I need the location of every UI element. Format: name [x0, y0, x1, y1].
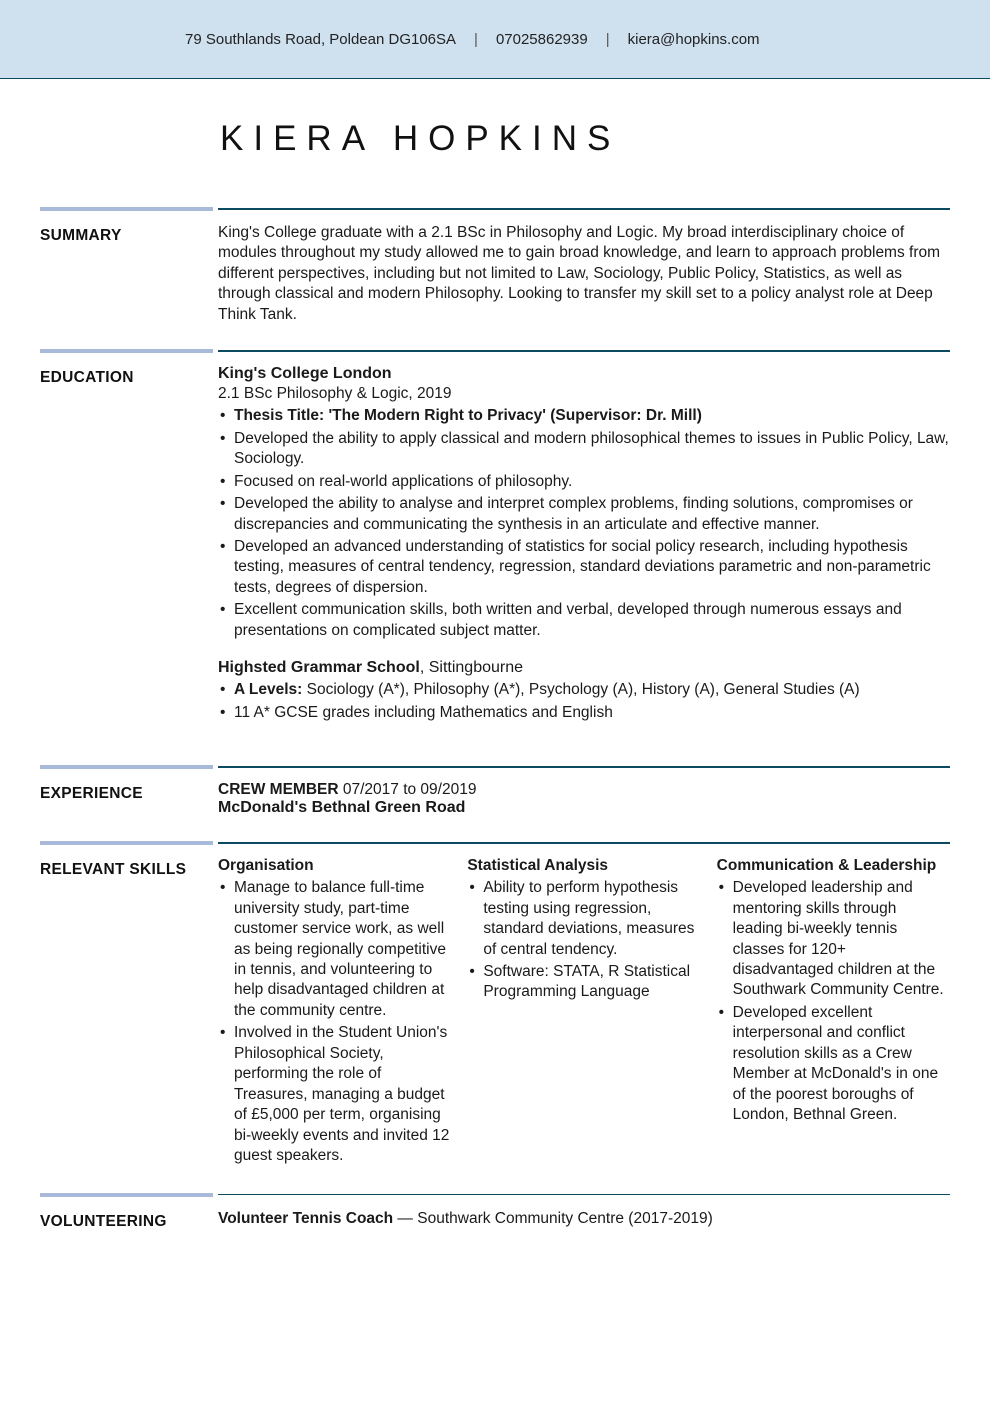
skill-bullets: Ability to perform hypothesis testing us… — [467, 878, 700, 1003]
candidate-name: KIERA HOPKINS — [220, 119, 990, 159]
edu-bullet: Excellent communication skills, both wri… — [218, 600, 950, 641]
section-heading: EDUCATION — [40, 369, 212, 387]
email: kiera@hopkins.com — [628, 31, 760, 48]
education-entry: King's College London 2.1 BSc Philosophy… — [218, 365, 950, 641]
skills-column: Organisation Manage to balance full-time… — [218, 857, 451, 1168]
separator: | — [474, 31, 478, 48]
skill-bullet: Manage to balance full-time university s… — [218, 878, 451, 1021]
volunteer-org: Southwark Community Centre (2017-2019) — [417, 1210, 713, 1227]
edu-bullet: A Levels: Sociology (A*), Philosophy (A*… — [218, 680, 950, 700]
employer: McDonald's Bethnal Green Road — [218, 799, 950, 817]
skill-title: Statistical Analysis — [467, 857, 700, 875]
section-heading: VOLUNTEERING — [40, 1213, 212, 1231]
volunteering-section: VOLUNTEERING Volunteer Tennis Coach — So… — [0, 1195, 990, 1253]
school-name-line: Highsted Grammar School, Sittingbourne — [218, 659, 950, 677]
education-bullets: Thesis Title: 'The Modern Right to Priva… — [218, 406, 950, 641]
summary-section: SUMMARY King's College graduate with a 2… — [0, 209, 990, 349]
degree-line: 2.1 BSc Philosophy & Logic, 2019 — [218, 385, 950, 403]
skills-column: Statistical Analysis Ability to perform … — [467, 857, 700, 1168]
contact-header: 79 Southlands Road, Poldean DG106SA | 07… — [0, 0, 990, 79]
volunteer-line: Volunteer Tennis Coach — Southwark Commu… — [218, 1209, 950, 1229]
resume-page: 79 Southlands Road, Poldean DG106SA | 07… — [0, 0, 990, 1401]
school-location: , Sittingbourne — [420, 659, 523, 676]
school-name: King's College London — [218, 365, 950, 383]
separator: | — [606, 31, 610, 48]
address: 79 Southlands Road, Poldean DG106SA — [185, 31, 456, 48]
skill-title: Communication & Leadership — [717, 857, 950, 875]
skills-columns: Organisation Manage to balance full-time… — [218, 857, 950, 1168]
skill-bullet: Ability to perform hypothesis testing us… — [467, 878, 700, 960]
education-entry: Highsted Grammar School, Sittingbourne A… — [218, 659, 950, 723]
edu-bullet: Developed the ability to apply classical… — [218, 429, 950, 470]
skill-bullets: Manage to balance full-time university s… — [218, 878, 451, 1166]
role-title: CREW MEMBER — [218, 781, 339, 798]
section-heading: RELEVANT SKILLS — [40, 861, 212, 879]
edu-bullet: Developed the ability to analyse and int… — [218, 494, 950, 535]
skills-section: RELEVANT SKILLS Organisation Manage to b… — [0, 843, 990, 1192]
education-section: EDUCATION King's College London 2.1 BSc … — [0, 351, 990, 765]
school-name: Highsted Grammar School — [218, 659, 420, 676]
thesis-bullet: Thesis Title: 'The Modern Right to Priva… — [218, 406, 950, 426]
volunteer-sep: — — [393, 1210, 417, 1227]
section-heading: EXPERIENCE — [40, 785, 212, 803]
skill-title: Organisation — [218, 857, 451, 875]
experience-section: EXPERIENCE CREW MEMBER 07/2017 to 09/201… — [0, 767, 990, 841]
phone: 07025862939 — [496, 31, 588, 48]
role-dates: 07/2017 to 09/2019 — [339, 781, 477, 798]
skill-bullet: Involved in the Student Union's Philosop… — [218, 1023, 451, 1166]
summary-text: King's College graduate with a 2.1 BSc i… — [218, 223, 950, 325]
skills-column: Communication & Leadership Developed lea… — [717, 857, 950, 1168]
edu-bullet: Focused on real-world applications of ph… — [218, 472, 950, 492]
education-bullets: A Levels: Sociology (A*), Philosophy (A*… — [218, 680, 950, 723]
volunteer-role: Volunteer Tennis Coach — [218, 1210, 393, 1227]
skill-bullet: Developed leadership and mentoring skill… — [717, 878, 950, 1001]
skill-bullet: Developed excellent interpersonal and co… — [717, 1003, 950, 1126]
edu-bullet: Developed an advanced understanding of s… — [218, 537, 950, 598]
section-heading: SUMMARY — [40, 227, 212, 245]
skill-bullet: Software: STATA, R Statistical Programmi… — [467, 962, 700, 1003]
skill-bullets: Developed leadership and mentoring skill… — [717, 878, 950, 1125]
edu-bullet: 11 A* GCSE grades including Mathematics … — [218, 703, 950, 723]
experience-role-line: CREW MEMBER 07/2017 to 09/2019 — [218, 781, 950, 799]
